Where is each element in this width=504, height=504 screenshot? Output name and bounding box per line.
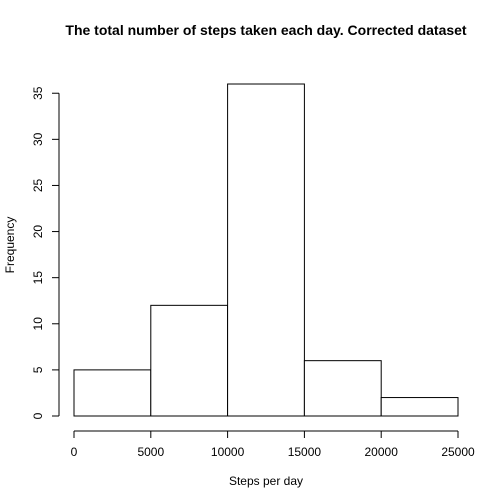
histogram-bar [303,360,382,417]
bars-group [73,83,459,417]
y-tick-label: 30 [31,132,45,146]
y-tick-label: 0 [31,412,45,419]
histogram-bar [73,369,152,417]
y-tick-label: 35 [31,86,45,100]
y-tick-label: 25 [31,178,45,192]
y-tick-label: 20 [31,225,45,239]
chart-title: The total number of steps taken each day… [65,22,467,38]
histogram-bar [380,397,459,417]
x-tick-label: 10000 [211,445,245,459]
y-tick-label: 5 [31,366,45,373]
y-axis: 0 5 10 15 20 25 30 35 [31,86,60,419]
x-tick-label: 15000 [288,445,322,459]
y-axis-label: Frequency [3,217,17,274]
x-tick-label: 25000 [441,445,475,459]
x-axis: 0 5000 10000 15000 20000 25000 [71,430,475,459]
y-tick-label: 15 [31,271,45,285]
x-tick-label: 0 [71,445,78,459]
x-tick-label: 20000 [365,445,399,459]
histogram-bar [150,304,229,417]
y-tick-label: 10 [31,317,45,331]
histogram-bar [227,83,305,417]
x-tick-label: 5000 [137,445,164,459]
x-axis-label: Steps per day [229,474,303,488]
